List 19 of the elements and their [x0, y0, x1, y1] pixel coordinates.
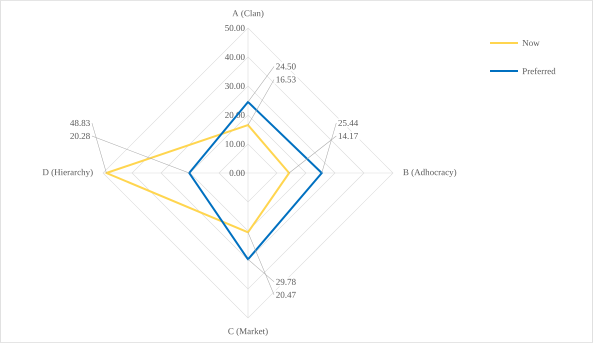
data-label: 48.83	[70, 120, 90, 126]
spoke-label: B (Adhocracy)	[403, 168, 456, 178]
y-tick-label: 40.00	[224, 54, 245, 60]
data-label: 14.17	[338, 132, 358, 140]
spoke-label: D (Hierarchy)	[42, 168, 93, 178]
data-label: 20.28	[70, 132, 90, 140]
legend-label: Now	[522, 40, 540, 46]
data-label: 29.78	[276, 278, 296, 285]
y-tick-label: 30.00	[225, 82, 245, 90]
y-tick-label: 0.00	[230, 170, 245, 176]
data-label: 16.53	[276, 76, 296, 82]
spoke-label: A (Clan)	[232, 10, 264, 18]
data-label: 24.50	[276, 63, 296, 70]
spoke-label: C (Market)	[228, 328, 268, 336]
y-tick-label: 50.00	[225, 24, 245, 32]
legend-label: Preferred	[522, 68, 556, 74]
data-label: 25.44	[338, 120, 358, 126]
data-label: 20.47	[276, 292, 296, 298]
y-tick-label: 10.00	[226, 140, 245, 148]
